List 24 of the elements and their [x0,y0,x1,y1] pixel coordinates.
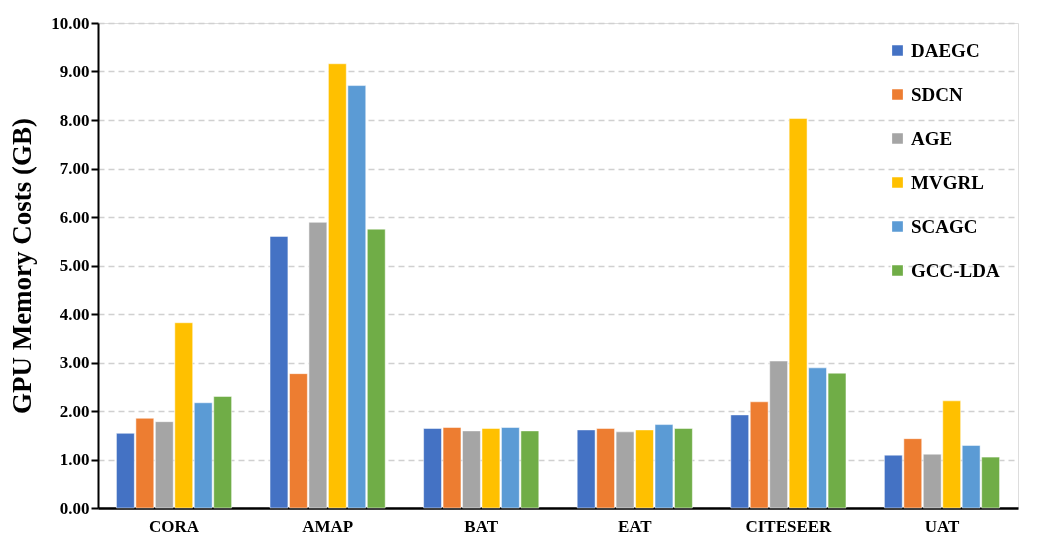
y-tick-label: 7.00 [59,159,90,178]
y-tick-label: 5.00 [59,256,90,275]
y-axis-title: GPU Memory Costs (GB) [7,117,38,415]
y-tick-label: 0.00 [59,498,90,518]
y-tick-label: 6.00 [59,207,90,227]
legend-label: AGE [911,127,953,149]
x-tick-label: BAT [464,516,499,536]
y-tick-label: 4.00 [59,304,90,324]
x-tick-label: EAT [617,516,653,536]
y-tick-label: 3.00 [59,353,90,372]
x-tick-label: CITESEER [745,516,833,536]
legend-label: MVGRL [911,171,984,193]
legend-label: GCC-LDA [911,259,1000,281]
legend-label: SDCN [911,83,964,105]
legend-label: DAEGC [911,39,980,61]
y-tick-label: 1.00 [59,450,90,469]
x-tick-label: AMAP [302,516,354,536]
y-tick-label: 8.00 [59,110,90,130]
y-tick-label: 10.00 [51,13,90,33]
y-tick-label: 2.00 [59,401,90,421]
x-tick-label: UAT [924,516,960,536]
y-tick-label: 9.00 [59,62,90,81]
x-tick-label: CORA [149,516,200,536]
legend-label: SCAGC [911,215,978,237]
